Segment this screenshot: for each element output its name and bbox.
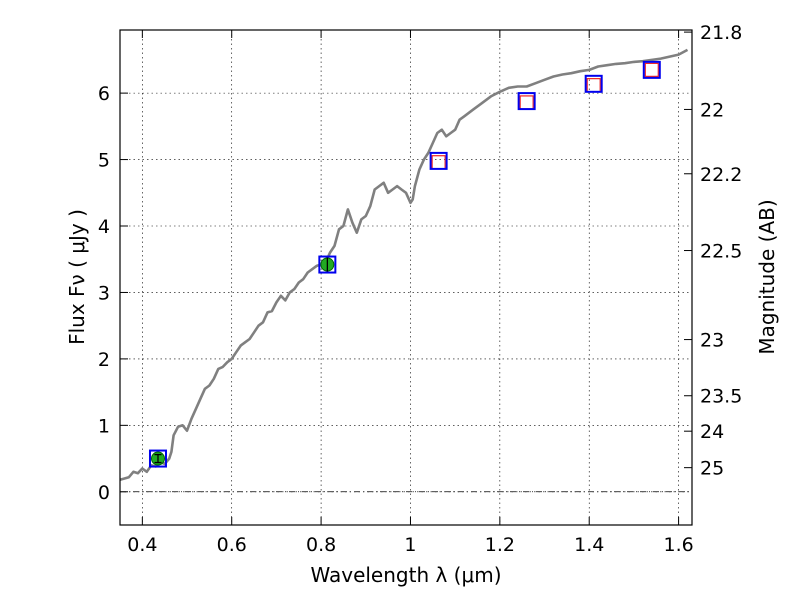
points-layer [148,60,661,468]
y-tick-label: 5 [98,150,110,172]
plot-frame [119,29,693,526]
mag-tick-label: 23.5 [700,386,742,408]
y-axis-label: Flux Fν ( μJy ) [65,209,89,345]
upper-limit-marker [644,62,659,77]
x-tick-label: 1 [404,534,416,556]
model-band-marker [584,74,603,93]
x-tick-label: 0.4 [127,534,157,556]
model-band-marker [148,449,167,468]
grid [120,30,692,525]
y-tick-label: 3 [98,282,110,304]
x-axis-label: Wavelength λ (μm) [310,563,501,587]
x-tick-label: 1.4 [574,534,604,556]
model-band-marker [429,151,448,170]
mag-tick-label: 25 [700,458,724,480]
y-tick-label: 6 [98,83,110,105]
model-spectrum-line [119,48,689,482]
mag-tick-label: 23 [700,330,724,352]
x-tick-label: 0.8 [306,534,336,556]
x-tick-label: 0.6 [217,534,247,556]
x-tick-label: 1.2 [485,534,515,556]
y-tick-label: 1 [98,415,110,437]
y-tick-label: 0 [98,482,110,504]
mag-tick-label: 24 [700,421,724,443]
x-tick-label: 1.6 [663,534,693,556]
spectrum-layer [119,48,689,482]
mag-tick-label: 22.2 [700,164,742,186]
model-band-marker [642,60,661,79]
model-band-marker [318,255,337,274]
mag-tick-label: 22.5 [700,241,742,263]
y-tick-label: 2 [98,349,110,371]
mag-tick-label: 21.8 [700,22,742,44]
model-band-marker [517,92,536,111]
mag-tick-label: 22 [700,99,724,121]
y-tick-label: 4 [98,216,110,238]
y2-axis-label: Magnitude (AB) [755,199,779,354]
ticks-layer: 0.4 0.6 0.8 1 1.2 1.4 1.6012345621.82222.222.5… [98,22,742,556]
